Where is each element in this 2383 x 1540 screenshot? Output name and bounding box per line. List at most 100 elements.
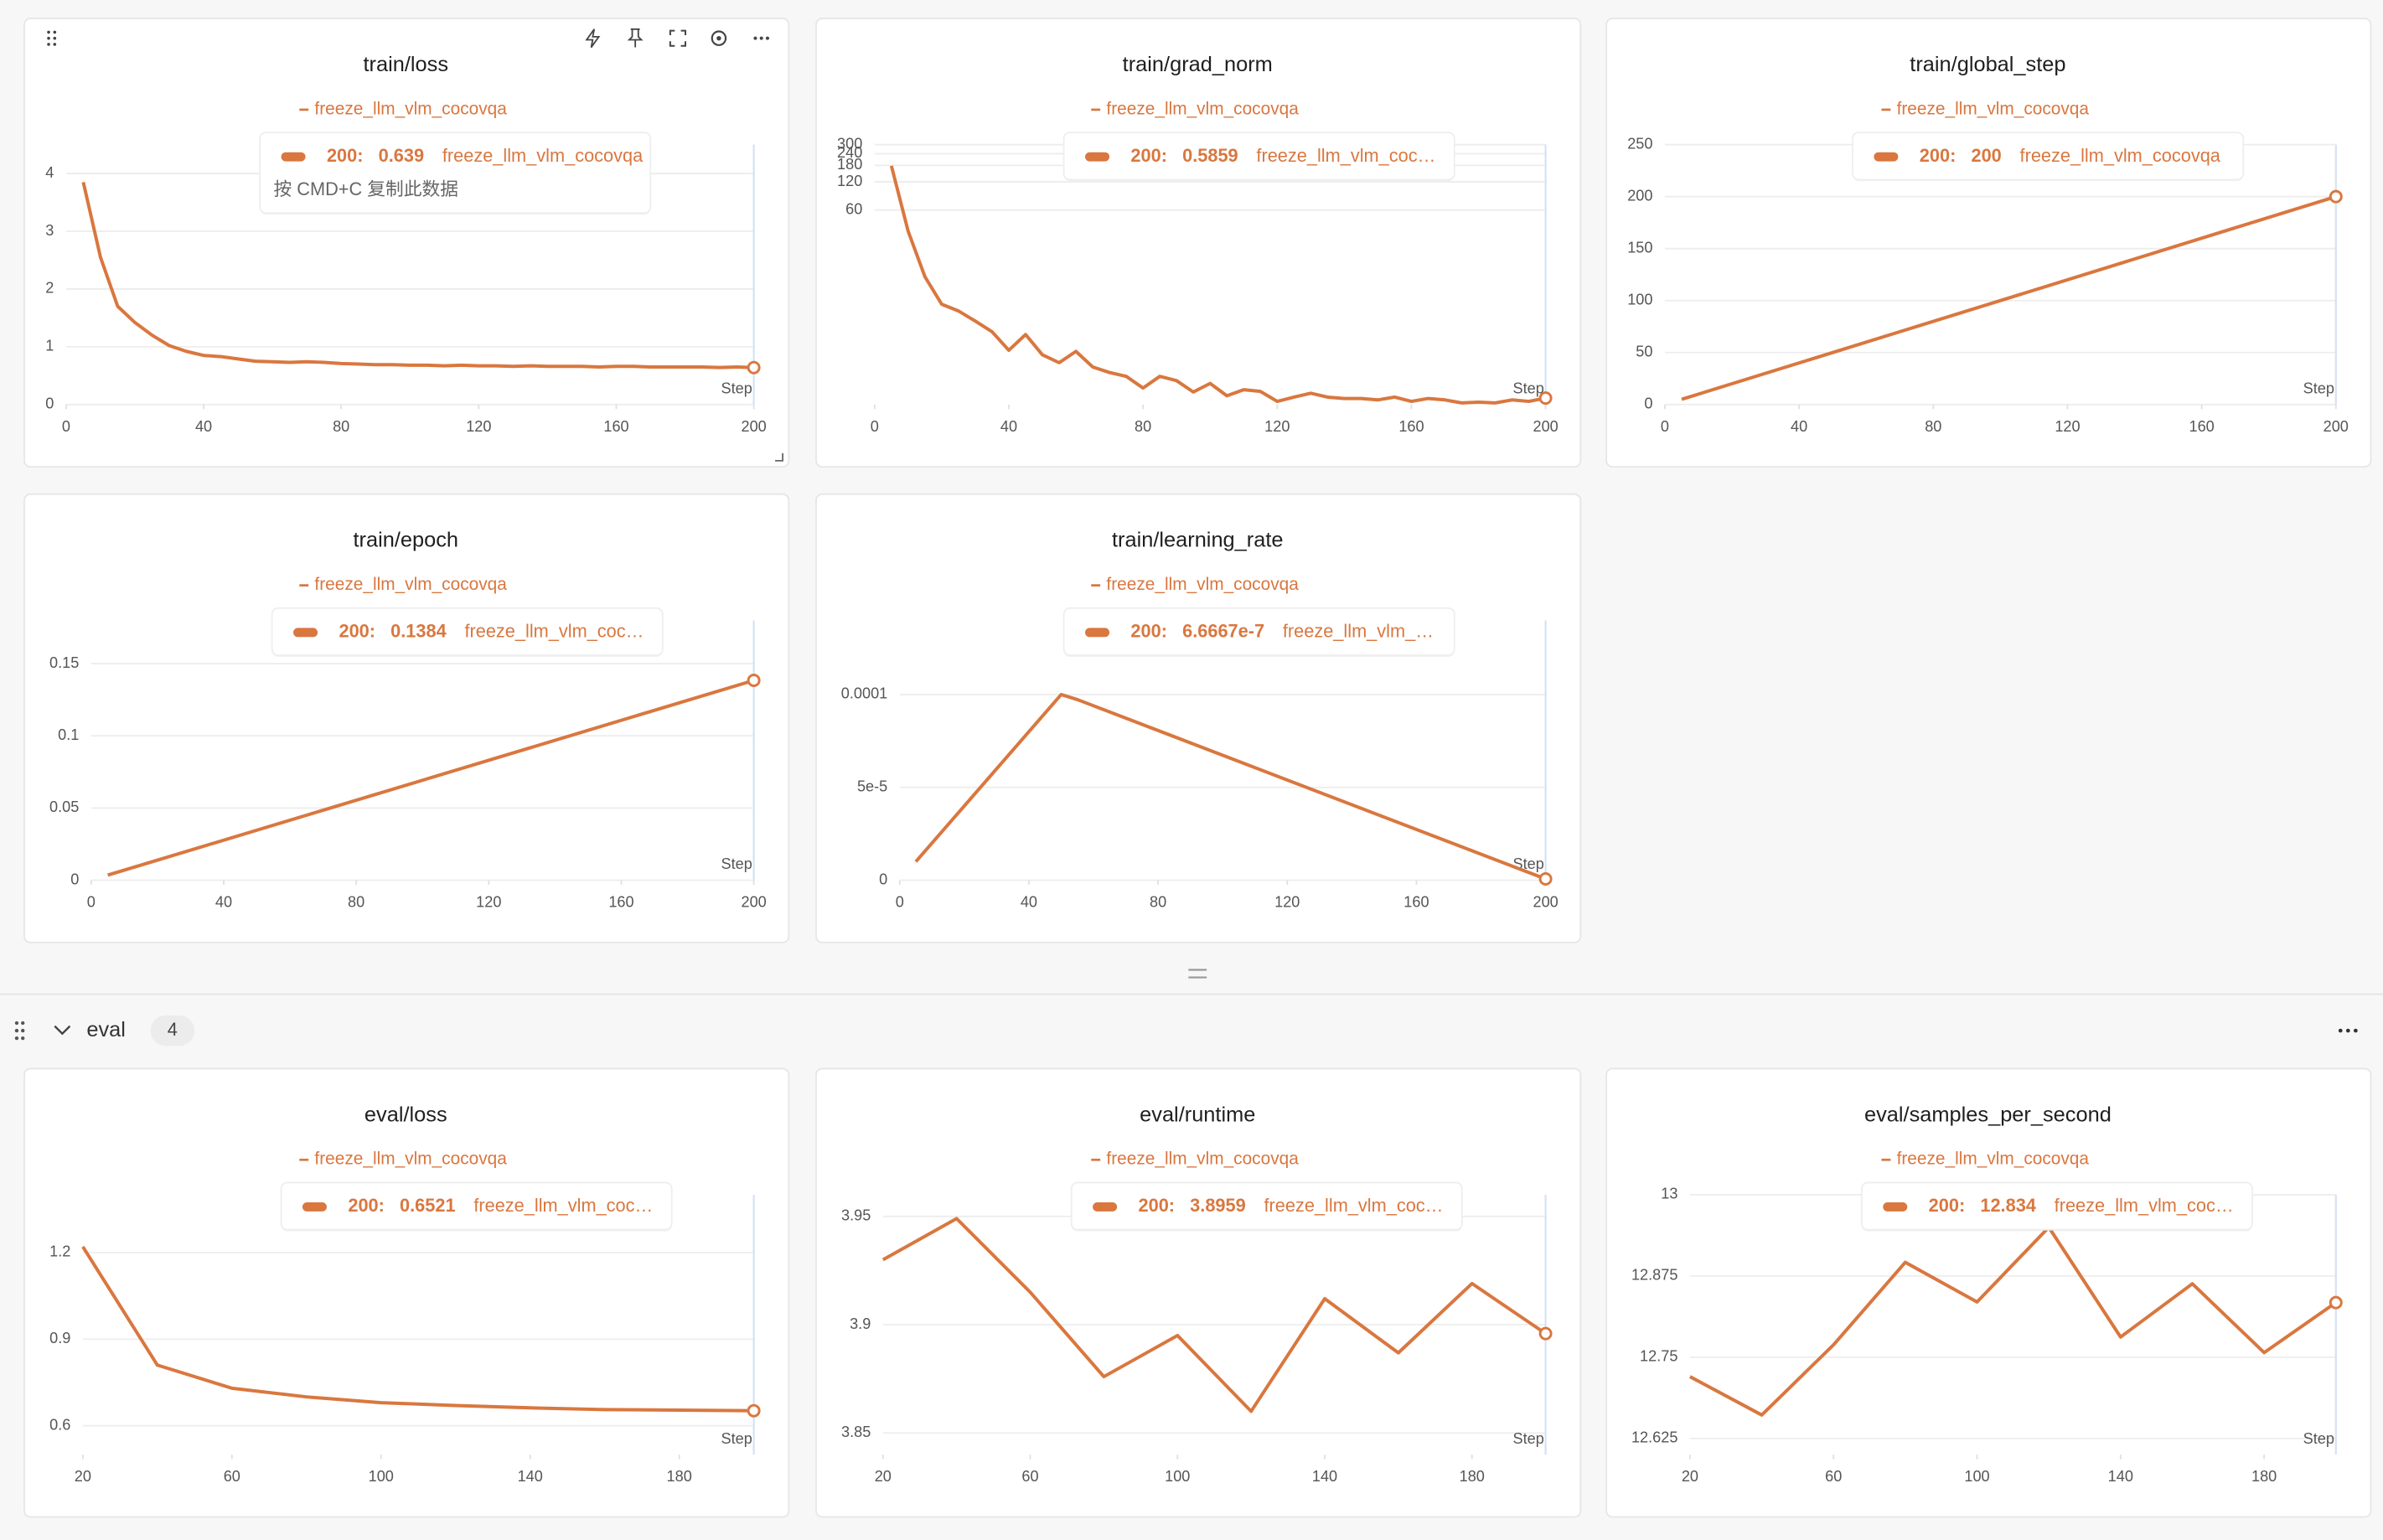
x-tick-label: 0 xyxy=(871,418,879,435)
y-tick-label: 200 xyxy=(1627,187,1652,204)
chart-title: eval/samples_per_second xyxy=(1864,1103,2112,1126)
x-axis-label: Step xyxy=(2303,380,2334,396)
y-tick-label: 60 xyxy=(845,200,862,217)
x-tick-label: 160 xyxy=(603,418,628,435)
tooltip-swatch xyxy=(1093,1202,1118,1212)
x-tick-label: 20 xyxy=(875,1468,892,1485)
x-tick-label: 40 xyxy=(1021,894,1037,911)
y-tick-label: 2 xyxy=(45,280,54,297)
tooltip-swatch xyxy=(1883,1202,1908,1212)
tooltip-step: 200: xyxy=(1130,145,1167,166)
panel-toolbar xyxy=(47,28,784,462)
y-tick-label: 0.05 xyxy=(49,798,79,815)
x-tick-label: 80 xyxy=(1925,418,1941,435)
chart-panel xyxy=(815,1067,1582,1518)
icon-settings[interactable] xyxy=(711,30,727,46)
x-tick-label: 100 xyxy=(1964,1468,1989,1485)
y-tick-label: 300 xyxy=(837,135,862,152)
collapse-chevron[interactable] xyxy=(54,1025,71,1036)
tooltip-step: 200: xyxy=(1929,1195,1966,1216)
y-tick-label: 240 xyxy=(837,144,862,161)
chart-panel xyxy=(1605,1067,2372,1518)
icon-settings-dot xyxy=(716,35,721,41)
legend-label: freeze_llm_vlm_cocovqa xyxy=(314,99,507,118)
panel-drag-handle[interactable] xyxy=(47,30,57,46)
section-header: eval 4 xyxy=(14,1015,2358,1046)
icon-quick[interactable] xyxy=(585,28,601,49)
y-tick-label: 0 xyxy=(45,395,54,412)
x-tick-label: 120 xyxy=(2055,418,2080,435)
series-line xyxy=(914,692,1547,881)
x-tick-label: 20 xyxy=(75,1468,91,1485)
tooltip xyxy=(1070,1181,1463,1231)
y-tick-label: 3.9 xyxy=(850,1315,871,1332)
section-menu[interactable] xyxy=(2338,1028,2358,1033)
tooltip-swatch xyxy=(302,1202,327,1212)
y-tick-label: 0 xyxy=(1644,395,1652,412)
x-tick-label: 120 xyxy=(466,418,491,435)
x-tick-label: 40 xyxy=(195,418,212,435)
x-tick-label: 100 xyxy=(369,1468,394,1485)
drag-handle[interactable] xyxy=(14,1021,25,1041)
x-tick-label: 160 xyxy=(608,894,633,911)
y-tick-label: 3.85 xyxy=(841,1424,871,1440)
tooltip-run: freeze_llm_vlm_… xyxy=(1283,621,1434,642)
hover-point xyxy=(1538,1326,1553,1341)
y-tick-label: 180 xyxy=(837,156,862,173)
x-tick-label: 80 xyxy=(1150,894,1166,911)
tooltip-hint: 按 CMD+C 复制此数据 xyxy=(273,178,458,199)
tooltip-value: 6.6667e-7 xyxy=(1182,621,1264,642)
chart-title: train/loss xyxy=(364,53,449,76)
icon-pin[interactable] xyxy=(627,28,644,48)
chart-title: train/grad_norm xyxy=(1123,53,1273,76)
tooltip-run: freeze_llm_vlm_cocovqa xyxy=(2020,145,2221,166)
divider xyxy=(0,969,2383,995)
y-tick-label: 13 xyxy=(1661,1186,1677,1202)
y-tick-label: 50 xyxy=(1636,344,1652,360)
x-axis-label: Step xyxy=(721,380,752,396)
x-axis-label: Step xyxy=(2303,1430,2334,1447)
tooltip-swatch xyxy=(293,628,318,638)
chart-panel xyxy=(23,18,790,468)
resize-corner[interactable] xyxy=(775,452,784,462)
x-tick-label: 60 xyxy=(1021,1468,1038,1485)
x-tick-label: 160 xyxy=(1398,418,1424,435)
count-badge xyxy=(150,1015,195,1046)
x-axis-label: Step xyxy=(721,1430,752,1447)
y-tick-label: 100 xyxy=(1627,292,1652,308)
tooltip-value: 200 xyxy=(1971,145,2001,166)
x-tick-label: 140 xyxy=(518,1468,543,1485)
icon-more[interactable] xyxy=(753,36,769,40)
x-tick-label: 120 xyxy=(1264,418,1290,435)
series-line xyxy=(107,679,755,877)
y-tick-label: 4 xyxy=(45,164,54,181)
legend-label: freeze_llm_vlm_cocovqa xyxy=(1106,1150,1299,1169)
x-axis-label: Step xyxy=(1512,1430,1543,1447)
tooltip-value: 0.639 xyxy=(379,145,424,166)
tooltip-swatch xyxy=(1085,628,1110,638)
x-tick-label: 180 xyxy=(1460,1468,1485,1485)
tooltip-value: 12.834 xyxy=(1980,1195,2036,1216)
tooltip-value: 0.1384 xyxy=(390,621,447,642)
x-tick-label: 100 xyxy=(1165,1468,1190,1485)
section-title[interactable]: eval xyxy=(86,1018,126,1041)
tooltip-run: freeze_llm_vlm_coc… xyxy=(1256,145,1435,166)
x-tick-label: 160 xyxy=(2189,418,2214,435)
tooltip xyxy=(1062,607,1455,656)
icon-fullscreen[interactable] xyxy=(669,29,687,47)
chart-panel xyxy=(815,18,1582,468)
x-tick-label: 60 xyxy=(224,1468,240,1485)
x-tick-label: 180 xyxy=(667,1468,692,1485)
tooltip-step: 200: xyxy=(1920,145,1957,166)
x-tick-label: 40 xyxy=(1791,418,1807,435)
x-tick-label: 160 xyxy=(1403,894,1429,911)
x-axis-label: Step xyxy=(1512,380,1543,396)
tooltip-run: freeze_llm_vlm_coc… xyxy=(2055,1195,2234,1216)
tooltip-step: 200: xyxy=(1139,1195,1176,1216)
series-line xyxy=(889,165,1546,405)
y-tick-label: 1.2 xyxy=(49,1243,70,1260)
x-tick-label: 200 xyxy=(2324,418,2349,435)
tooltip xyxy=(271,607,664,656)
